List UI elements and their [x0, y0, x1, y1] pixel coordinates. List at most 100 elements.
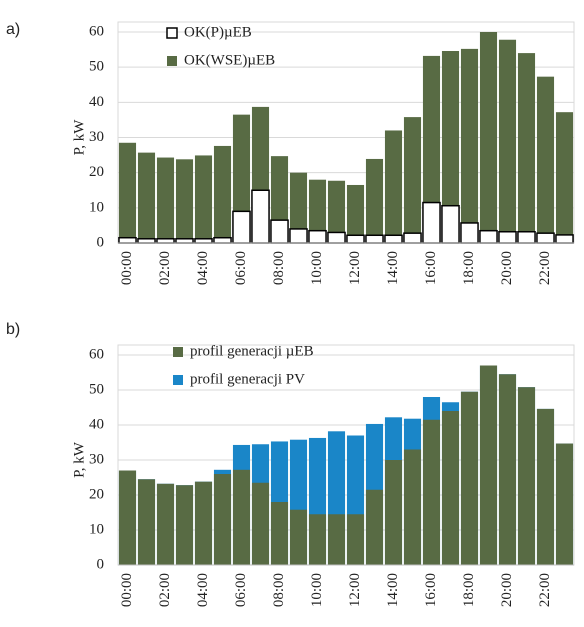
y-tick-label: 10 — [89, 199, 104, 215]
y-tick-label: 40 — [89, 416, 104, 432]
y-axis-label: P, kW — [71, 119, 87, 156]
bar — [460, 48, 479, 243]
bar — [517, 230, 536, 244]
bar — [118, 142, 137, 243]
bar — [555, 112, 574, 244]
y-tick-label: 40 — [89, 94, 104, 110]
x-tick-label: 20:00 — [499, 573, 515, 607]
bar — [555, 234, 574, 244]
legend-label: profil generacji PV — [190, 371, 305, 387]
x-tick-label: 12:00 — [347, 251, 363, 285]
y-tick-label: 60 — [89, 346, 104, 362]
x-tick-label: 04:00 — [195, 573, 211, 607]
x-tick-label: 10:00 — [309, 251, 325, 285]
bar — [498, 230, 517, 244]
bar — [536, 76, 555, 243]
x-tick-label: 08:00 — [271, 573, 287, 607]
x-tick-label: 16:00 — [423, 573, 439, 607]
legend-swatch — [173, 375, 183, 385]
bar — [232, 469, 251, 565]
bar — [289, 172, 308, 243]
bar — [308, 229, 327, 244]
y-tick-label: 0 — [97, 556, 105, 572]
bar — [213, 145, 232, 243]
bar — [327, 231, 346, 244]
y-axis-label: P, kW — [71, 441, 87, 478]
bar — [346, 514, 365, 565]
x-tick-label: 08:00 — [271, 251, 287, 285]
bar — [327, 514, 346, 565]
x-tick-label: 02:00 — [157, 573, 173, 607]
bar — [422, 55, 441, 244]
x-tick-label: 22:00 — [537, 573, 553, 607]
x-tick-label: 14:00 — [385, 251, 401, 285]
bar — [118, 236, 137, 244]
bar — [194, 238, 213, 244]
x-tick-label: 18:00 — [461, 573, 477, 607]
bar — [137, 238, 156, 244]
bar — [251, 482, 270, 565]
y-tick-label: 20 — [89, 164, 104, 180]
y-tick-label: 10 — [89, 521, 104, 537]
bar — [403, 232, 422, 244]
bar — [441, 411, 460, 565]
bar — [365, 234, 384, 244]
bar — [479, 229, 498, 244]
bar — [118, 470, 137, 565]
bar — [517, 387, 536, 565]
bar — [137, 152, 156, 243]
bar — [346, 234, 365, 244]
x-tick-label: 22:00 — [537, 251, 553, 285]
bar — [441, 204, 460, 244]
x-tick-label: 14:00 — [385, 573, 401, 607]
bar — [403, 449, 422, 565]
bar — [384, 460, 403, 565]
bar — [308, 179, 327, 243]
bar — [365, 489, 384, 565]
bar — [498, 39, 517, 244]
bar — [156, 238, 175, 244]
legend-label: OK(WSE)µEB — [184, 52, 275, 68]
bar — [498, 374, 517, 565]
x-tick-label: 12:00 — [347, 573, 363, 607]
y-tick-label: 30 — [89, 451, 104, 467]
bar — [289, 509, 308, 565]
bar — [213, 236, 232, 244]
bar — [517, 53, 536, 243]
x-tick-label: 16:00 — [423, 251, 439, 285]
bar — [232, 210, 251, 244]
bar — [460, 222, 479, 244]
y-tick-label: 50 — [89, 59, 104, 75]
bar — [156, 157, 175, 243]
bar — [536, 232, 555, 244]
bar — [346, 184, 365, 243]
bar — [251, 189, 270, 244]
bar — [194, 481, 213, 565]
bar — [422, 201, 441, 244]
bar — [270, 502, 289, 565]
legend-swatch — [166, 27, 178, 39]
bar — [384, 130, 403, 243]
bar — [555, 443, 574, 565]
bar — [156, 483, 175, 565]
bar — [384, 234, 403, 244]
bar — [460, 391, 479, 565]
y-tick-label: 30 — [89, 129, 104, 145]
bar — [479, 365, 498, 565]
bar — [479, 32, 498, 243]
bar — [327, 180, 346, 243]
bar — [137, 479, 156, 565]
bar — [289, 228, 308, 244]
x-tick-label: 00:00 — [119, 251, 135, 285]
panel-label: b) — [6, 321, 20, 338]
bar — [365, 158, 384, 243]
bar — [403, 117, 422, 243]
legend-swatch — [167, 56, 177, 66]
x-tick-label: 00:00 — [119, 573, 135, 607]
panel-label: a) — [6, 21, 20, 38]
bar — [270, 219, 289, 244]
bar — [422, 419, 441, 565]
bar — [175, 485, 194, 565]
bar — [194, 155, 213, 243]
